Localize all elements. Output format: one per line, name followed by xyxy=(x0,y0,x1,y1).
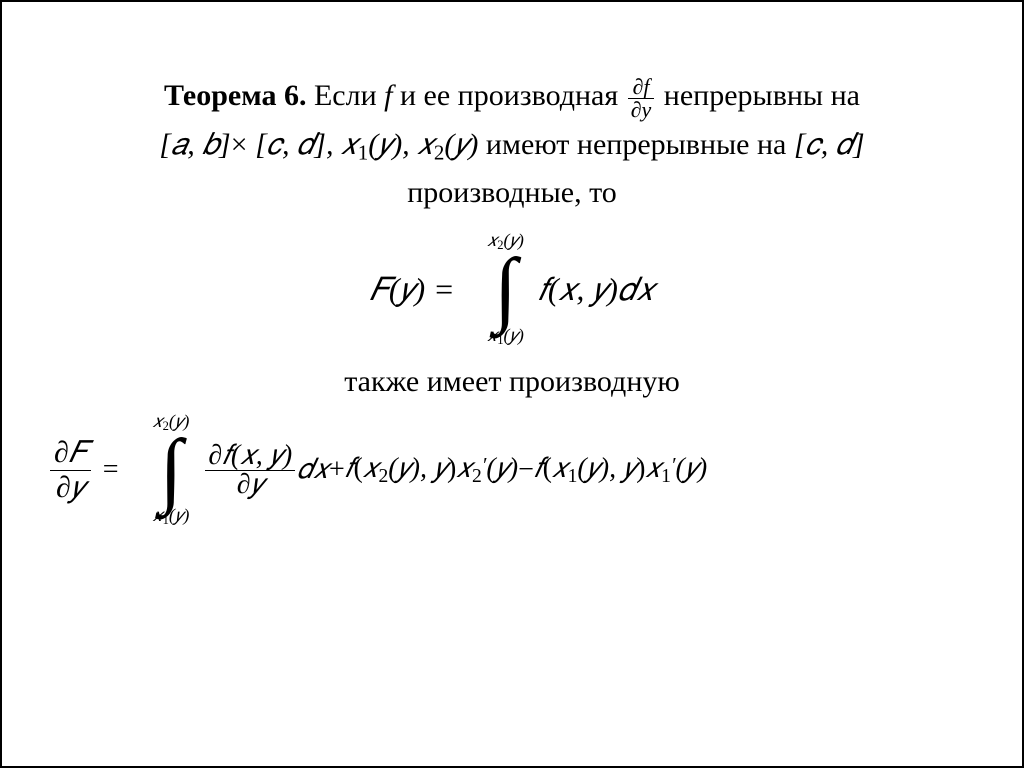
term3: 𝑓(𝑥1(𝑦), 𝑦)𝑥1′(𝑦) xyxy=(534,447,707,492)
int2-symbol: ∫ xyxy=(153,434,190,506)
frac-num: ∂f xyxy=(628,76,655,98)
int2-lower: 𝑥1(𝑦) xyxy=(153,506,190,528)
term2: 𝑓(𝑥2(𝑦), 𝑦)𝑥2′(𝑦) xyxy=(345,447,518,492)
text-have-continuous: имеют непрерывные на xyxy=(478,128,793,161)
text-and-derivative: и ее производная xyxy=(392,79,625,112)
fraction-dF-dy: ∂𝐹 ∂𝑦 xyxy=(50,436,91,505)
integral-1: 𝑥2(𝑦) ∫ 𝑥1(𝑦) xyxy=(487,231,524,347)
theorem-label: Теорема 6. xyxy=(164,79,306,112)
interval-cd-1: [𝑐, 𝑑], xyxy=(255,128,333,161)
x2-of-y: 𝑥2(𝑦) xyxy=(417,121,478,170)
fraction-df-dy: ∂f∂y xyxy=(628,76,655,121)
formula1-integrand: 𝑓(𝑥, 𝑦)𝑑𝑥 xyxy=(538,264,654,315)
formula1-lhs: 𝐹(𝑦) xyxy=(370,264,425,315)
theorem-line-3: производные, то xyxy=(42,169,982,217)
int1-symbol: ∫ xyxy=(487,253,524,325)
fraction-integrand: ∂𝑓(𝑥, 𝑦) ∂𝑦 xyxy=(205,442,295,499)
interval-cd-2: [𝑐, 𝑑] xyxy=(794,128,865,161)
formula-F-of-y: 𝐹(𝑦) = 𝑥2(𝑦) ∫ 𝑥1(𝑦) 𝑓(𝑥, 𝑦)𝑑𝑥 xyxy=(42,231,982,347)
times-symbol: × xyxy=(231,128,248,161)
formula-Leibniz: ∂𝐹 ∂𝑦 = 𝑥2(𝑦) ∫ 𝑥1(𝑦) ∂𝑓(𝑥, 𝑦) ∂𝑦 𝑑𝑥 + 𝑓… xyxy=(48,412,982,528)
interval-ab: [𝑎, 𝑏] xyxy=(159,128,230,161)
integral-2: 𝑥2(𝑦) ∫ 𝑥1(𝑦) xyxy=(153,412,190,528)
plus-sign: + xyxy=(329,448,345,493)
formula1-equals: = xyxy=(435,264,453,315)
frac-den: ∂y xyxy=(628,98,655,121)
x1-of-y: 𝑥1(𝑦), xyxy=(341,121,410,170)
int1-lower: 𝑥1(𝑦) xyxy=(487,326,524,348)
minus-sign: − xyxy=(518,448,534,493)
text-if: Если xyxy=(306,79,384,112)
formula2-equals: = xyxy=(103,448,119,493)
dx: 𝑑𝑥 xyxy=(297,448,329,493)
page-frame: Теорема 6. Если f и ее производная ∂f∂y … xyxy=(0,0,1024,768)
text-also-has-derivative: также имеет производную xyxy=(42,358,982,406)
text-continuous-on: непрерывны на xyxy=(656,79,860,112)
theorem-line-1: Теорема 6. Если f и ее производная ∂f∂y … xyxy=(42,72,982,121)
theorem-line-2: [𝑎, 𝑏]× [𝑐, 𝑑], 𝑥1(𝑦), 𝑥2(𝑦) имеют непре… xyxy=(42,121,982,170)
theorem-body: Теорема 6. Если f и ее производная ∂f∂y … xyxy=(42,72,982,528)
